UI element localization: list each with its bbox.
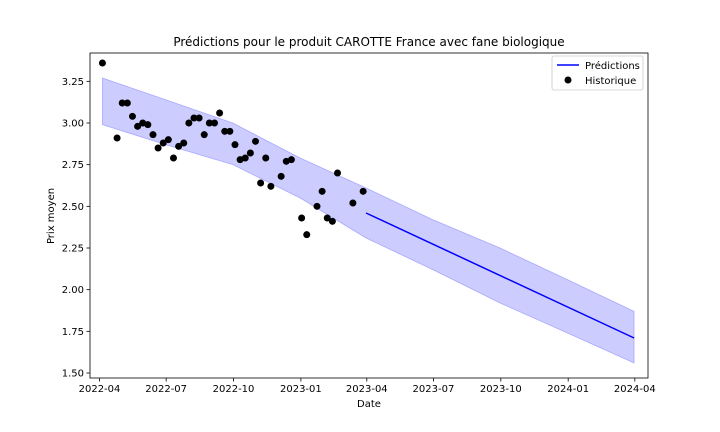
historique-point bbox=[221, 127, 229, 135]
historique-point bbox=[262, 154, 270, 162]
historique-point bbox=[98, 59, 106, 67]
historique-point bbox=[185, 119, 193, 127]
legend-historique-swatch bbox=[564, 76, 572, 84]
historique-point bbox=[328, 217, 336, 225]
y-tick-label: 1.50 bbox=[62, 369, 84, 380]
historique-point bbox=[349, 199, 357, 207]
y-tick-label: 2.50 bbox=[62, 202, 84, 213]
historique-point bbox=[128, 112, 136, 120]
x-tick-label: 2022-04 bbox=[79, 384, 121, 395]
historique-point bbox=[334, 169, 342, 177]
historique-point bbox=[144, 121, 152, 129]
x-axis-ticks: 2022-04 2022-07 2022-10 2023-01 2023-04 2023-… bbox=[79, 378, 656, 395]
chart-title: Prédictions pour le produit CAROTTE Fran… bbox=[173, 35, 564, 49]
x-tick-label: 2022-10 bbox=[213, 384, 255, 395]
historique-point bbox=[113, 134, 121, 142]
prediction-line bbox=[365, 212, 635, 339]
historique-point bbox=[180, 139, 188, 147]
x-tick-label: 2023-01 bbox=[280, 384, 322, 395]
x-tick-label: 2024-04 bbox=[614, 384, 656, 395]
y-axis-ticks: 1.50 1.75 2.00 2.25 2.50 2.75 3.00 3.25 bbox=[62, 77, 90, 380]
historique-point bbox=[159, 139, 167, 147]
x-tick-label: 2023-10 bbox=[480, 384, 522, 395]
historique-point bbox=[205, 119, 213, 127]
historique-point bbox=[200, 131, 208, 139]
historique-point bbox=[231, 141, 239, 149]
historique-points-layer bbox=[98, 59, 367, 239]
historique-point bbox=[164, 136, 172, 144]
historique-point bbox=[190, 114, 198, 122]
historique-point bbox=[303, 231, 311, 239]
x-tick-label: 2023-04 bbox=[346, 384, 388, 395]
y-axis-label: Prix moyen bbox=[46, 188, 57, 244]
historique-point bbox=[123, 99, 131, 107]
historique-point bbox=[226, 127, 234, 135]
y-tick-label: 3.25 bbox=[62, 77, 84, 88]
historique-point bbox=[313, 202, 321, 210]
historique-point bbox=[323, 214, 331, 222]
prediction-line-layer bbox=[365, 212, 635, 339]
confidence-band bbox=[102, 77, 635, 364]
plot-area-frame bbox=[89, 52, 649, 379]
historique-point bbox=[257, 179, 265, 187]
legend-historique-label: Historique bbox=[585, 76, 636, 87]
historique-point bbox=[287, 156, 295, 164]
historique-point bbox=[169, 154, 177, 162]
historique-point bbox=[252, 137, 259, 145]
historique-point bbox=[298, 214, 306, 222]
historique-point bbox=[359, 187, 367, 195]
x-tick-label: 2023-07 bbox=[413, 384, 455, 395]
x-tick-label: 2024-01 bbox=[547, 384, 589, 395]
confidence-band-layer bbox=[102, 77, 635, 364]
historique-point bbox=[267, 182, 275, 190]
x-axis-label: Date bbox=[357, 399, 381, 410]
historique-point bbox=[277, 172, 285, 180]
historique-point bbox=[195, 114, 203, 122]
legend-predictions-label: Prédictions bbox=[585, 60, 640, 72]
historique-point bbox=[216, 109, 224, 117]
y-tick-label: 1.75 bbox=[62, 327, 84, 338]
historique-point bbox=[149, 131, 157, 139]
historique-point bbox=[134, 122, 142, 130]
y-tick-label: 2.75 bbox=[62, 160, 84, 171]
legend: Prédictions Historique bbox=[551, 55, 644, 91]
y-tick-label: 3.00 bbox=[62, 119, 84, 130]
historique-point bbox=[246, 149, 254, 157]
y-tick-label: 2.00 bbox=[62, 285, 84, 296]
x-tick-label: 2022-07 bbox=[145, 384, 187, 395]
historique-point bbox=[241, 154, 249, 162]
historique-point bbox=[318, 187, 326, 195]
historique-point bbox=[210, 119, 218, 127]
y-tick-label: 2.25 bbox=[62, 244, 84, 255]
historique-point bbox=[175, 142, 183, 150]
historique-point bbox=[154, 144, 162, 152]
historique-point bbox=[118, 99, 126, 107]
